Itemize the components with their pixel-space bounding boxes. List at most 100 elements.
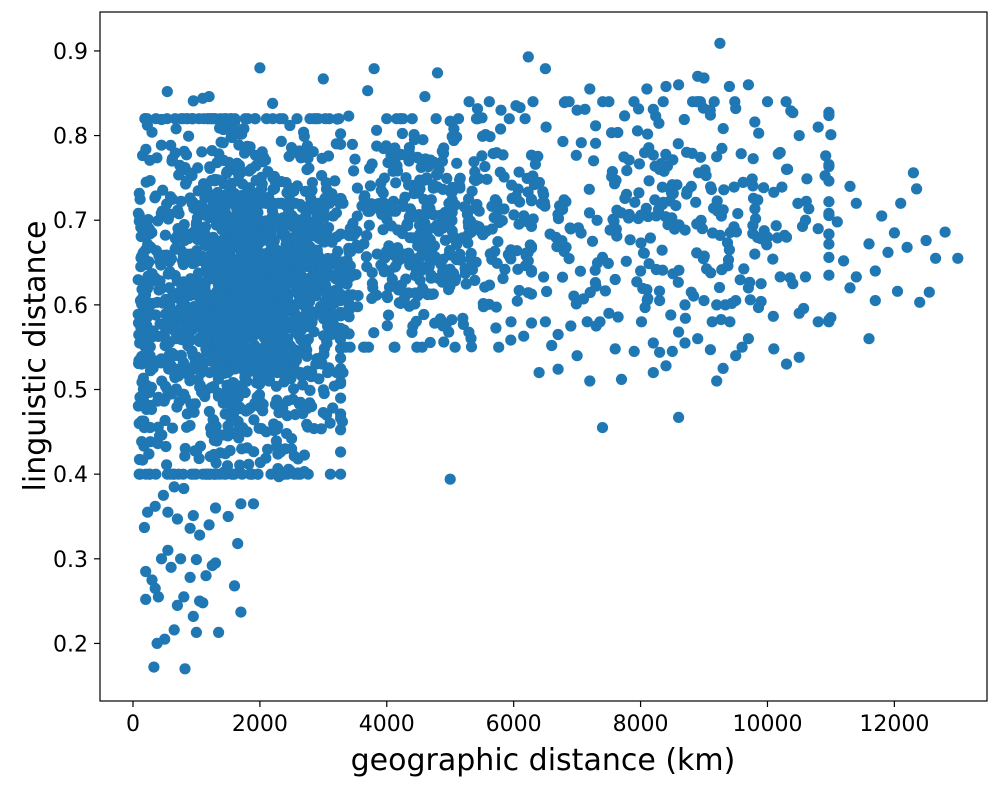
data-point — [190, 554, 202, 566]
data-point — [228, 117, 241, 129]
data-point — [132, 274, 144, 286]
data-point — [233, 291, 245, 303]
data-point — [619, 192, 631, 204]
data-point — [492, 236, 504, 248]
data-point — [219, 408, 231, 420]
data-point — [473, 205, 485, 217]
data-point — [396, 296, 409, 308]
data-point — [557, 135, 569, 148]
data-point — [304, 384, 316, 396]
data-point — [177, 356, 189, 369]
data-point — [583, 207, 596, 219]
data-point — [596, 422, 609, 434]
data-point — [552, 363, 564, 375]
data-point — [656, 181, 669, 193]
data-point — [192, 162, 204, 174]
y-tick-label: 0.5 — [53, 379, 88, 404]
data-point — [213, 626, 225, 639]
data-point — [196, 146, 208, 158]
data-point — [527, 213, 539, 225]
data-point — [250, 257, 262, 269]
data-point — [335, 378, 347, 390]
data-point — [299, 224, 312, 236]
data-point — [226, 221, 238, 233]
data-point — [527, 170, 539, 182]
data-point — [299, 145, 312, 158]
data-point — [819, 170, 831, 182]
data-point — [145, 403, 158, 415]
data-point — [631, 276, 643, 288]
data-point — [143, 256, 155, 268]
data-point — [590, 320, 602, 332]
data-point — [662, 219, 674, 231]
data-point — [454, 172, 466, 184]
data-point — [171, 513, 183, 525]
data-point — [522, 186, 534, 198]
data-point — [468, 174, 480, 186]
data-point — [429, 317, 441, 329]
data-point — [260, 426, 272, 438]
data-point — [242, 197, 254, 209]
data-point — [844, 282, 856, 294]
data-point — [691, 247, 703, 259]
data-point — [188, 406, 200, 418]
y-tick-label: 0.3 — [53, 548, 88, 573]
data-point — [462, 237, 474, 249]
data-point — [362, 205, 374, 217]
data-point — [850, 197, 862, 209]
data-point — [647, 367, 659, 379]
data-point — [331, 113, 343, 125]
data-point — [728, 181, 740, 193]
data-point — [155, 139, 167, 151]
data-point — [633, 187, 645, 199]
data-point — [298, 466, 310, 478]
data-point — [290, 229, 302, 241]
data-point — [460, 278, 472, 290]
data-point — [793, 307, 805, 319]
data-point — [310, 358, 322, 370]
data-point — [649, 194, 661, 206]
data-point — [146, 574, 158, 586]
data-point — [714, 37, 726, 49]
data-point — [159, 229, 171, 241]
data-point — [199, 239, 212, 252]
data-point — [716, 264, 728, 276]
data-point — [178, 591, 190, 603]
data-point — [317, 73, 329, 85]
data-point — [186, 197, 198, 209]
data-point — [162, 506, 174, 518]
data-point — [184, 522, 196, 534]
data-point — [556, 271, 569, 283]
data-point — [558, 97, 571, 109]
data-point — [203, 519, 215, 531]
data-point — [637, 247, 650, 259]
data-point — [444, 245, 456, 257]
data-point — [403, 155, 415, 167]
data-point — [135, 221, 147, 233]
data-point — [556, 235, 568, 247]
data-point — [405, 205, 417, 217]
data-point — [324, 417, 336, 429]
data-point — [882, 246, 894, 258]
data-point — [385, 143, 397, 155]
data-point — [780, 231, 793, 243]
data-point — [250, 160, 262, 172]
data-point — [736, 341, 748, 353]
data-point — [414, 274, 426, 286]
data-point — [761, 231, 774, 243]
data-point — [299, 400, 311, 412]
data-point — [383, 281, 396, 293]
data-point — [280, 177, 292, 189]
data-point — [780, 358, 793, 370]
data-point — [267, 97, 279, 109]
data-point — [254, 184, 266, 196]
data-point — [237, 384, 249, 396]
data-point — [633, 103, 645, 115]
data-point — [746, 173, 758, 185]
data-point — [349, 153, 361, 165]
data-point — [232, 324, 245, 336]
data-point — [250, 397, 262, 409]
data-point — [187, 95, 199, 107]
data-point — [390, 177, 402, 189]
data-point — [186, 345, 198, 357]
